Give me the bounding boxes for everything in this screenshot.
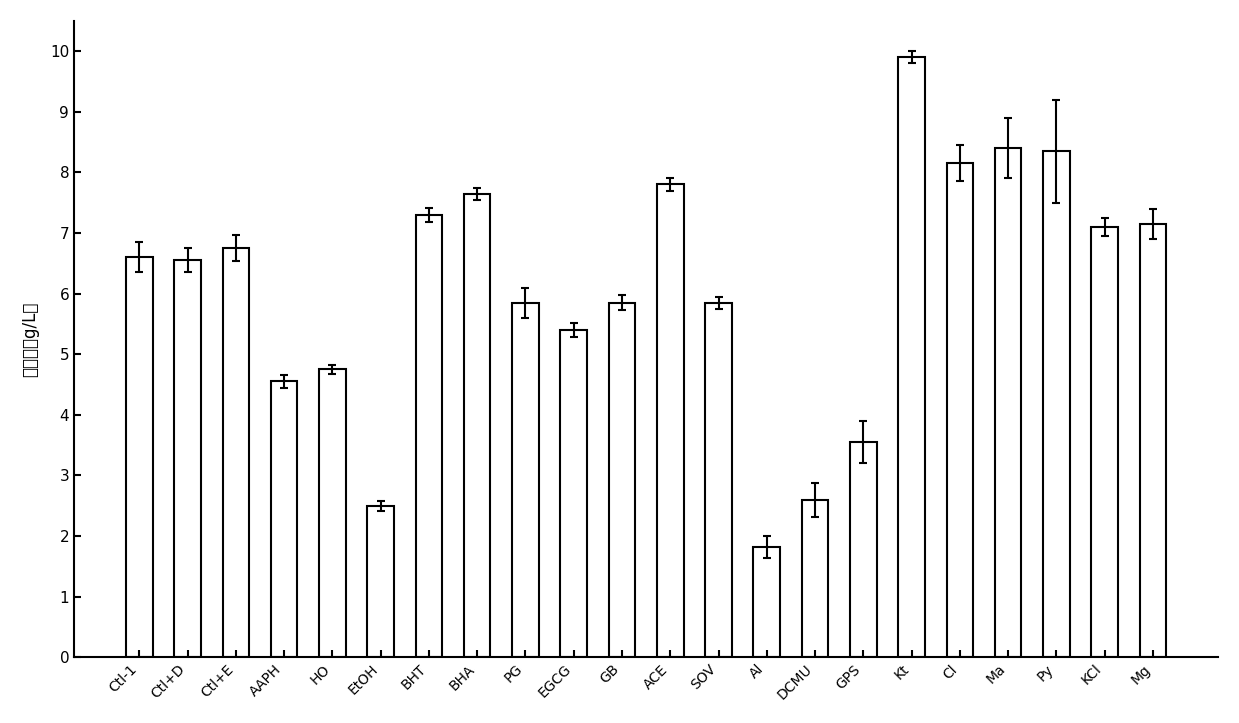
Bar: [850, 442, 876, 657]
Bar: [223, 248, 249, 657]
Bar: [463, 194, 491, 657]
Bar: [1092, 227, 1118, 657]
Bar: [415, 215, 442, 657]
Y-axis label: 生物量（g/L）: 生物量（g/L）: [21, 301, 38, 377]
Bar: [705, 303, 732, 657]
Bar: [126, 257, 152, 657]
Bar: [368, 505, 394, 657]
Bar: [947, 163, 973, 657]
Bar: [175, 260, 201, 657]
Bar: [802, 500, 829, 657]
Bar: [753, 547, 781, 657]
Bar: [1140, 224, 1166, 657]
Bar: [1043, 151, 1069, 657]
Bar: [608, 303, 636, 657]
Bar: [320, 369, 346, 657]
Bar: [271, 382, 297, 657]
Bar: [657, 184, 684, 657]
Bar: [512, 303, 539, 657]
Bar: [898, 57, 924, 657]
Bar: [560, 330, 587, 657]
Bar: [995, 148, 1021, 657]
